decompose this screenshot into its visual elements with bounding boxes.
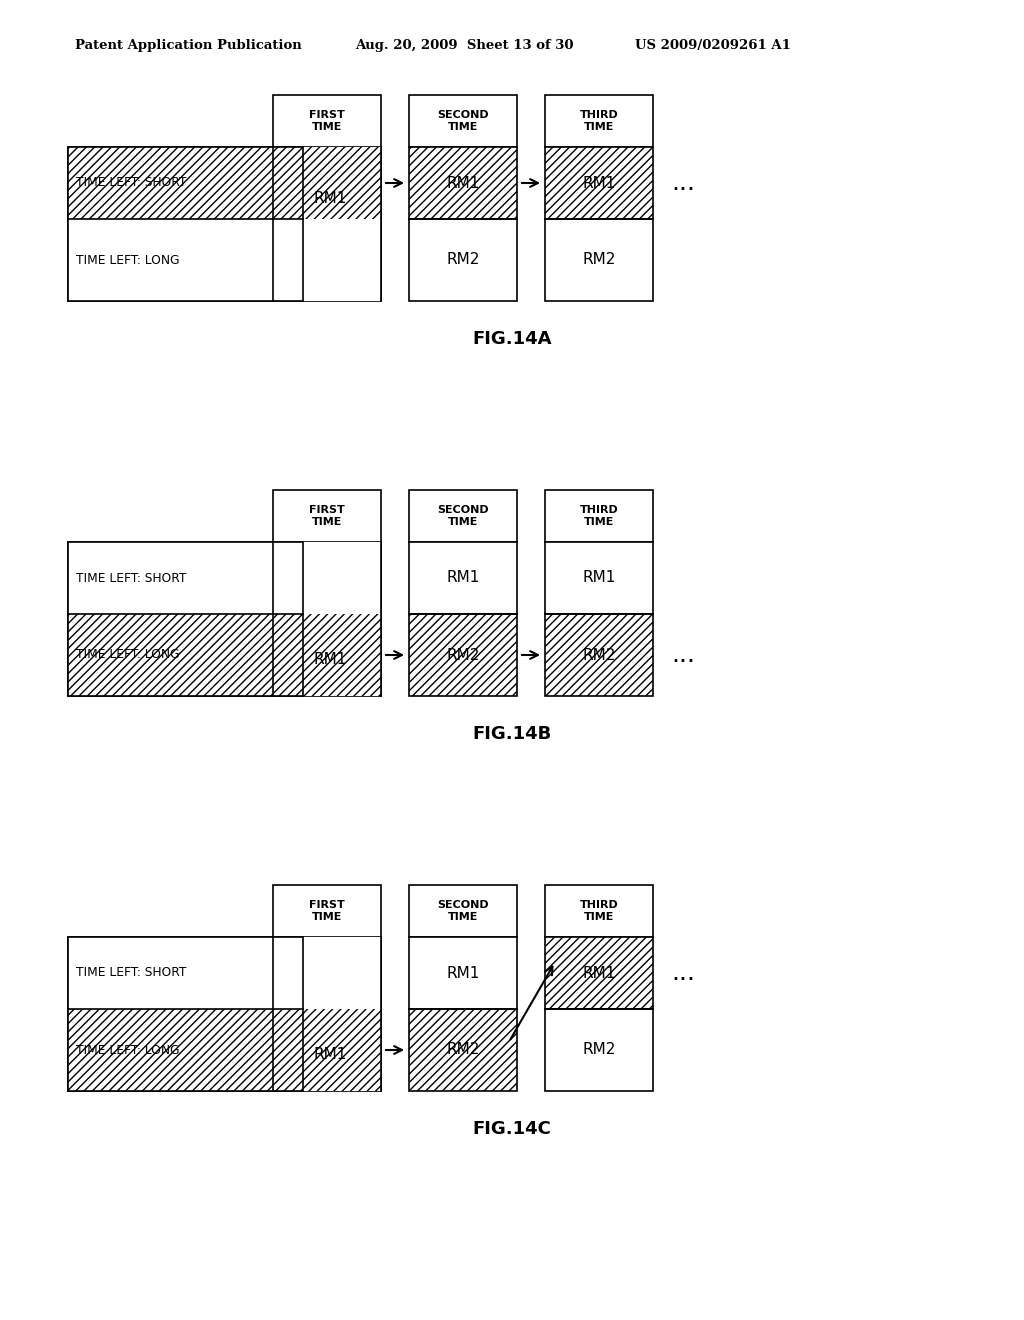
Bar — [68, 147, 288, 219]
Bar — [68, 937, 303, 1092]
Text: RM1: RM1 — [583, 965, 615, 981]
Text: FIG.14C: FIG.14C — [472, 1119, 552, 1138]
Bar — [545, 1008, 653, 1092]
Bar — [273, 147, 381, 219]
Bar — [273, 1008, 381, 1092]
Text: ...: ... — [671, 172, 695, 195]
Bar — [545, 95, 653, 147]
Bar — [409, 95, 517, 147]
Text: RM2: RM2 — [583, 1043, 615, 1057]
Bar — [68, 614, 288, 696]
Text: THIRD
TIME: THIRD TIME — [580, 900, 618, 921]
Bar — [409, 543, 517, 614]
Text: THIRD
TIME: THIRD TIME — [580, 506, 618, 527]
Bar — [68, 147, 381, 301]
Bar — [545, 884, 653, 937]
Bar — [409, 490, 517, 543]
Text: Aug. 20, 2009  Sheet 13 of 30: Aug. 20, 2009 Sheet 13 of 30 — [355, 40, 573, 53]
Text: ...: ... — [671, 643, 695, 667]
Bar — [68, 937, 288, 1008]
Text: RM2: RM2 — [446, 1043, 479, 1057]
Text: TIME LEFT: LONG: TIME LEFT: LONG — [76, 648, 179, 661]
Text: RM2: RM2 — [583, 252, 615, 268]
Text: ...: ... — [671, 961, 695, 985]
Bar — [273, 219, 381, 301]
Bar — [409, 614, 517, 696]
Text: SECOND
TIME: SECOND TIME — [437, 900, 488, 921]
Bar — [545, 614, 653, 696]
Bar — [273, 95, 381, 147]
Bar — [545, 937, 653, 1008]
Text: FIRST
TIME: FIRST TIME — [309, 506, 345, 527]
Text: RM2: RM2 — [446, 648, 479, 663]
Bar — [545, 219, 653, 301]
Text: SECOND
TIME: SECOND TIME — [437, 506, 488, 527]
Bar — [545, 543, 653, 614]
Text: RM1: RM1 — [446, 570, 479, 586]
Text: RM1: RM1 — [446, 176, 479, 190]
Text: THIRD
TIME: THIRD TIME — [580, 110, 618, 132]
Text: US 2009/0209261 A1: US 2009/0209261 A1 — [635, 40, 791, 53]
Text: RM1: RM1 — [446, 965, 479, 981]
Bar — [273, 614, 381, 696]
Text: RM1: RM1 — [583, 570, 615, 586]
Bar — [273, 884, 381, 937]
Text: TIME LEFT: SHORT: TIME LEFT: SHORT — [76, 966, 186, 979]
Bar — [273, 543, 381, 614]
Bar — [545, 490, 653, 543]
Bar — [409, 884, 517, 937]
Text: RM2: RM2 — [446, 252, 479, 268]
Bar — [545, 147, 653, 219]
Bar — [409, 1008, 517, 1092]
Text: RM1: RM1 — [313, 191, 347, 206]
Bar — [409, 219, 517, 301]
Bar — [409, 147, 517, 219]
Text: TIME LEFT: SHORT: TIME LEFT: SHORT — [76, 177, 186, 190]
Text: RM2: RM2 — [583, 648, 615, 663]
Bar — [409, 937, 517, 1008]
Text: RM1: RM1 — [583, 176, 615, 190]
Bar — [68, 543, 288, 614]
Bar — [68, 543, 381, 696]
Text: RM1: RM1 — [313, 1047, 347, 1061]
Text: RM1: RM1 — [313, 652, 347, 667]
Bar — [273, 490, 381, 543]
Text: Patent Application Publication: Patent Application Publication — [75, 40, 302, 53]
Text: TIME LEFT: LONG: TIME LEFT: LONG — [76, 253, 179, 267]
Text: FIG.14B: FIG.14B — [472, 725, 552, 743]
Text: FIRST
TIME: FIRST TIME — [309, 900, 345, 921]
Text: SECOND
TIME: SECOND TIME — [437, 110, 488, 132]
Text: TIME LEFT: LONG: TIME LEFT: LONG — [76, 1044, 179, 1056]
Text: FIRST
TIME: FIRST TIME — [309, 110, 345, 132]
Text: FIG.14A: FIG.14A — [472, 330, 552, 348]
Bar — [68, 937, 381, 1092]
Bar — [68, 543, 303, 696]
Bar — [68, 1008, 288, 1092]
Bar — [68, 147, 303, 301]
Bar — [273, 937, 381, 1008]
Text: TIME LEFT: SHORT: TIME LEFT: SHORT — [76, 572, 186, 585]
Bar — [68, 219, 288, 301]
